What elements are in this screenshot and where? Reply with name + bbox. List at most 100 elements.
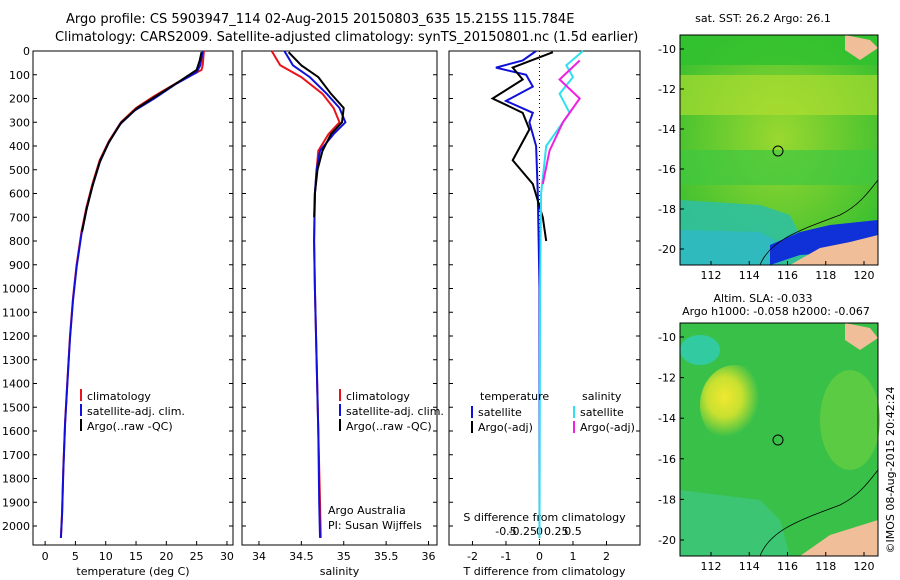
map-x-tick-label: 114: [739, 560, 760, 573]
x-tick-label: 0: [42, 550, 49, 563]
legend-title: temperature: [480, 390, 549, 403]
profile-panel-2: 34 34.5 35 35.5 36 salinity climatology satelli…: [241, 50, 444, 578]
title-line-2: Climatology: CARS2009. Satellite-adjuste…: [55, 30, 639, 45]
plot-frame: [241, 50, 438, 546]
y-tick-label: 1600: [2, 425, 30, 438]
map-y-tick-label: -16: [658, 163, 676, 176]
y-tick-label: 900: [9, 259, 30, 272]
legend-title: salinity: [582, 390, 622, 403]
legend-label: satellite: [580, 406, 624, 419]
y-tick-label: 0: [23, 45, 30, 58]
x-tick-label: 34.5: [289, 550, 314, 563]
y-tick-label: 800: [9, 235, 30, 248]
profile-panel-3: -2 -1 0 1 2 T difference from climatology -0.5…: [448, 50, 641, 578]
legend-label: Argo(-adj): [478, 421, 533, 434]
series-line: [59, 50, 205, 538]
sst-map-argo-marker: [772, 145, 784, 157]
map-y-tick-label: -10: [658, 43, 676, 56]
x-axis-label: T difference from climatology: [463, 565, 626, 578]
map-y-tick-label: -10: [658, 331, 676, 344]
s-tick-label: -0.5: [495, 525, 516, 538]
x-tick-label: 5: [72, 550, 79, 563]
legend-label: satellite-adj. clim.: [346, 405, 444, 418]
credit-text: ©IMOS 08-Aug-2015 20:42:24: [884, 387, 897, 554]
y-tick-label: 1000: [2, 283, 30, 296]
map-x-tick-label: 112: [701, 269, 722, 282]
sla-map-argo-marker: [772, 434, 784, 446]
s-tick-label: 0.25: [544, 525, 569, 538]
x-tick-label: 34: [252, 550, 266, 563]
map-y-tick-label: -18: [658, 493, 676, 506]
map-x-tick-label: 120: [854, 560, 875, 573]
profile-panel-1: 0100200300400500600700800900100011001200…: [2, 45, 234, 578]
x-tick-label: 0: [536, 550, 543, 563]
x-tick-label: -1: [500, 550, 511, 563]
legend-label: climatology: [346, 390, 410, 403]
y-tick-label: 700: [9, 211, 30, 224]
series-line: [59, 50, 204, 538]
map-y-tick-label: -18: [658, 203, 676, 216]
y-tick-label: 400: [9, 140, 30, 153]
sst-map-land: [790, 235, 878, 265]
title-line-1: Argo profile: CS 5903947_114 02-Aug-2015…: [66, 12, 575, 27]
y-tick-label: 1300: [2, 354, 30, 367]
sla-map-title-1: Altim. SLA: -0.033: [713, 292, 812, 305]
map-x-tick-label: 118: [815, 560, 836, 573]
sst-map-coastal-band: [770, 220, 878, 265]
series-line: [270, 50, 341, 538]
x-tick-label: 15: [129, 550, 143, 563]
map-y-tick-label: -20: [658, 534, 676, 547]
map-y-tick-label: -12: [658, 83, 676, 96]
s-tick-label: -0.25: [508, 525, 536, 538]
legend-label: Argo(..raw -QC): [87, 420, 173, 433]
map-x-tick-label: 112: [701, 560, 722, 573]
map-x-tick-label: 116: [777, 560, 798, 573]
annotation-text: PI: Susan Wijffels: [328, 519, 422, 532]
y-tick-label: 1800: [2, 473, 30, 486]
series-line: [495, 50, 541, 538]
x-axis-label: salinity: [320, 565, 360, 578]
legend-label: satellite-adj. clim.: [87, 405, 185, 418]
sla-map-title-2: Argo h1000: -0.058 h2000: -0.067: [682, 305, 870, 318]
map-y-tick-label: -14: [658, 412, 676, 425]
s-axis-label: S difference from climatology: [463, 511, 626, 524]
series-line: [81, 51, 203, 232]
y-tick-label: 1500: [2, 401, 30, 414]
map-x-tick-label: 114: [739, 269, 760, 282]
x-tick-label: 2: [603, 550, 610, 563]
y-tick-label: 200: [9, 93, 30, 106]
map-y-tick-label: -14: [658, 123, 676, 136]
y-tick-label: 2000: [2, 520, 30, 533]
legend-label: Argo(-adj): [580, 421, 635, 434]
map-y-tick-label: -16: [658, 453, 676, 466]
series-line: [287, 51, 345, 218]
sla-map-land: [800, 520, 878, 556]
x-tick-label: -2: [467, 550, 478, 563]
legend-label: satellite: [478, 406, 522, 419]
sla-map: Altim. SLA: -0.033 Argo h1000: -0.058 h2…: [658, 292, 880, 573]
annotation-text: Argo Australia: [328, 504, 406, 517]
x-tick-label: 35.5: [374, 550, 399, 563]
y-tick-label: 600: [9, 188, 30, 201]
plot-frame: [448, 50, 641, 546]
x-tick-label: 30: [220, 550, 234, 563]
x-axis-label: temperature (deg C): [76, 565, 189, 578]
x-tick-label: 1: [569, 550, 576, 563]
y-tick-label: 1400: [2, 378, 30, 391]
x-tick-label: 25: [190, 550, 204, 563]
legend-label: climatology: [87, 390, 151, 403]
map-y-tick-label: -20: [658, 243, 676, 256]
sst-map-title: sat. SST: 26.2 Argo: 26.1: [695, 12, 831, 25]
x-tick-label: 10: [99, 550, 113, 563]
sst-map: sat. SST: 26.2 Argo: 26.1 -10-12-14-1: [658, 12, 879, 282]
series-line: [283, 50, 347, 538]
map-x-tick-label: 120: [854, 269, 875, 282]
plot-frame: [32, 50, 234, 546]
map-y-tick-label: -12: [658, 372, 676, 385]
y-tick-label: 1100: [2, 306, 30, 319]
series-line: [490, 51, 554, 242]
legend-label: Argo(..raw -QC): [346, 420, 432, 433]
series-line: [541, 59, 582, 185]
